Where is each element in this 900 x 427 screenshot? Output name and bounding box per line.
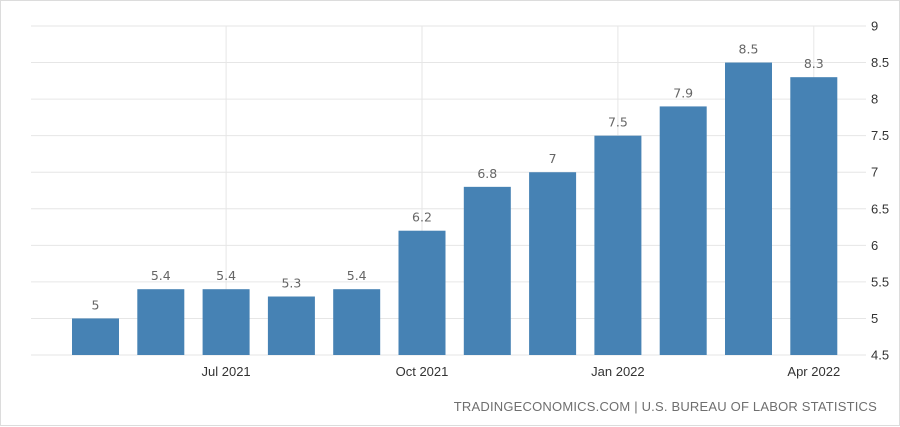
y-tick-label: 4.5 [871,348,889,363]
bar [137,289,185,355]
y-tick-label: 8.5 [871,55,889,70]
y-tick-label: 6 [871,238,878,253]
bar [659,106,707,355]
x-tick-label: Jul 2021 [202,364,251,379]
x-tick-label: Oct 2021 [396,364,449,379]
data-label: 8.5 [739,42,759,57]
data-label: 7.5 [608,115,628,130]
y-tick-label: 6.5 [871,201,889,216]
y-tick-label: 7 [871,165,878,180]
bar [72,318,119,355]
bar [594,135,642,355]
bar [398,230,446,355]
y-tick-label: 9 [871,19,878,34]
y-tick-label: 8 [871,92,878,107]
data-label: 7 [549,151,557,166]
y-tick-label: 5.5 [871,274,889,289]
data-label: 8.3 [804,56,824,71]
data-label: 5 [92,297,100,312]
x-tick-label: Apr 2022 [787,364,840,379]
y-tick-label: 5 [871,311,878,326]
bar [202,289,250,355]
data-label: 7.9 [673,85,693,100]
bar [267,296,315,355]
bar [529,172,577,355]
data-label: 5.4 [151,268,171,283]
data-label: 5.3 [281,276,301,291]
bar [790,77,838,355]
data-label: 5.4 [347,268,367,283]
source-credit: TRADINGECONOMICS.COM | U.S. BUREAU OF LA… [453,399,877,414]
bar [333,289,381,355]
bar [725,62,772,356]
data-label: 6.2 [412,210,432,225]
data-label: 6.8 [477,166,497,181]
bar [463,186,511,355]
y-tick-label: 7.5 [871,128,889,143]
x-tick-label: Jan 2022 [591,364,645,379]
data-label: 5.4 [216,268,236,283]
